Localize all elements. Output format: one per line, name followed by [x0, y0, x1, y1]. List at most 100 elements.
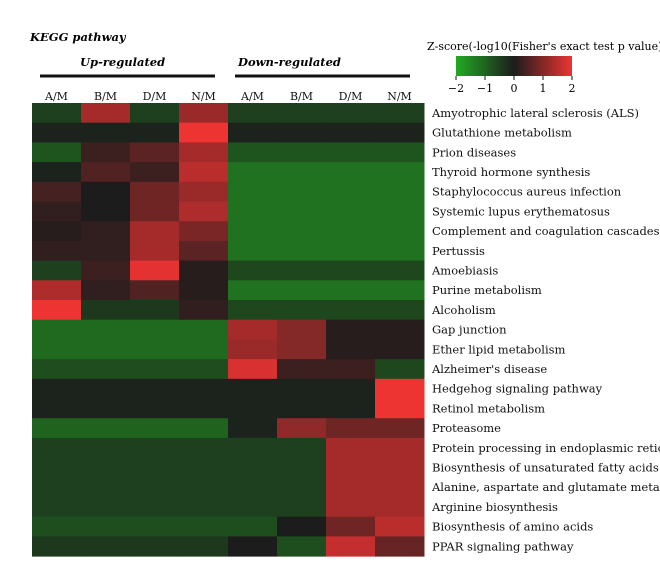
heatmap-cell: [81, 339, 131, 360]
heatmap-cell: [130, 142, 180, 163]
heatmap-cell: [375, 162, 425, 183]
heatmap-cell: [179, 437, 229, 459]
heatmap-cell: [81, 378, 131, 399]
heatmap-cells: [32, 103, 425, 557]
heatmap-cell: [81, 142, 131, 163]
heatmap-cell: [32, 260, 82, 281]
heatmap-cell: [228, 240, 278, 262]
heatmap-cell: [130, 398, 180, 419]
heatmap-cell: [228, 162, 278, 183]
row-label: Purine metabolism: [432, 283, 542, 297]
heatmap-cell: [326, 378, 376, 399]
heatmap-cell: [326, 536, 376, 557]
heatmap-cell: [228, 516, 278, 537]
heatmap-cell: [81, 260, 131, 281]
heatmap-cell: [277, 221, 327, 242]
heatmap-cell: [375, 240, 425, 262]
heatmap-cell: [130, 300, 180, 321]
heatmap-cell: [228, 181, 278, 202]
heatmap-cell: [130, 280, 180, 301]
heatmap-cell: [277, 201, 327, 222]
heatmap-cell: [81, 477, 131, 498]
column-label: D/M: [143, 90, 167, 103]
heatmap-cell: [130, 418, 180, 439]
heatmap-cell: [326, 497, 376, 518]
row-label: Complement and coagulation cascades: [432, 224, 660, 238]
heatmap-cell: [228, 122, 278, 143]
heatmap-cell: [228, 201, 278, 222]
heatmap-cell: [179, 181, 229, 202]
heatmap-cell: [228, 221, 278, 242]
heatmap-cell: [228, 437, 278, 459]
heatmap-cell: [326, 477, 376, 498]
heatmap-cell: [277, 398, 327, 419]
heatmap-cell: [179, 418, 229, 439]
column-label: N/M: [191, 90, 216, 103]
heatmap-cell: [179, 319, 229, 340]
group-label-up: Up-regulated: [80, 55, 165, 69]
heatmap-cell: [32, 398, 82, 419]
heatmap-cell: [130, 319, 180, 340]
heatmap-cell: [228, 260, 278, 281]
heatmap-cell: [228, 359, 278, 380]
row-label: Protein processing in endoplasmic reticu…: [432, 441, 660, 455]
legend-tick-label: −1: [477, 82, 493, 95]
heatmap-cell: [326, 162, 376, 183]
heatmap-cell: [32, 122, 82, 143]
heatmap-cell: [375, 280, 425, 301]
row-label: Biosynthesis of unsaturated fatty acids: [432, 460, 659, 474]
heatmap-cell: [277, 477, 327, 498]
heatmap-cell: [375, 516, 425, 537]
column-label: B/M: [94, 90, 117, 103]
heatmap-cell: [375, 319, 425, 340]
heatmap-cell: [32, 497, 82, 518]
heatmap-cell: [32, 437, 82, 459]
heatmap-cell: [375, 477, 425, 498]
heatmap-cell: [81, 181, 131, 202]
heatmap-cell: [179, 240, 229, 262]
heatmap-cell: [375, 457, 425, 478]
heatmap-cell: [375, 339, 425, 360]
heatmap-cell: [179, 162, 229, 183]
heatmap-cell: [228, 378, 278, 399]
heatmap-cell: [326, 457, 376, 478]
heatmap-cell: [32, 536, 82, 557]
heatmap-cell: [81, 122, 131, 143]
heatmap-cell: [130, 378, 180, 399]
heatmap-cell: [375, 300, 425, 321]
heatmap-cell: [81, 516, 131, 537]
legend-tick-label: −2: [448, 82, 464, 95]
chart-title: KEGG pathway: [29, 30, 127, 44]
heatmap-cell: [228, 103, 278, 124]
heatmap-cell: [228, 339, 278, 360]
heatmap-cell: [179, 280, 229, 301]
heatmap-cell: [130, 477, 180, 498]
column-label: A/M: [240, 90, 264, 103]
heatmap-cell: [277, 319, 327, 340]
heatmap-cell: [32, 280, 82, 301]
heatmap-cell: [277, 260, 327, 281]
row-label: Alanine, aspartate and glutamate metabol…: [431, 480, 660, 494]
heatmap-cell: [130, 181, 180, 202]
heatmap-cell: [130, 103, 180, 124]
heatmap-cell: [179, 260, 229, 281]
heatmap-cell: [375, 103, 425, 124]
heatmap-cell: [179, 339, 229, 360]
row-label: Retinol metabolism: [432, 401, 545, 415]
row-label: Alzheimer's disease: [431, 362, 547, 376]
row-label: Glutathione metabolism: [432, 126, 572, 140]
heatmap-cell: [326, 437, 376, 459]
heatmap-cell: [32, 359, 82, 380]
heatmap-cell: [179, 477, 229, 498]
legend-color-bar: [456, 56, 572, 76]
heatmap-cell: [32, 516, 82, 537]
heatmap-cell: [326, 319, 376, 340]
heatmap-cell: [228, 319, 278, 340]
heatmap-cell: [375, 398, 425, 419]
heatmap-cell: [81, 536, 131, 557]
heatmap-cell: [277, 437, 327, 459]
heatmap-cell: [130, 260, 180, 281]
heatmap-cell: [375, 437, 425, 459]
heatmap-cell: [375, 260, 425, 281]
heatmap-cell: [179, 516, 229, 537]
